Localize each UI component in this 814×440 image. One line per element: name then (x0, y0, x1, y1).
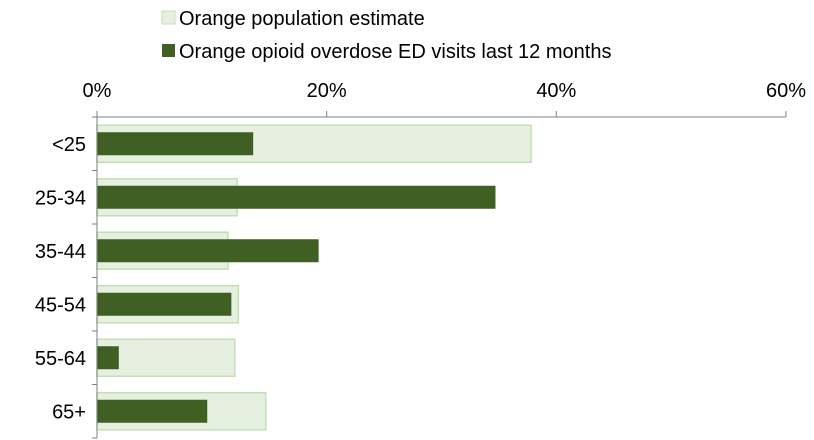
legend-swatch-ed-visits (162, 44, 175, 57)
x-tick-label: 60% (766, 80, 806, 102)
bar-ed-visits (97, 346, 119, 370)
legend-label-population: Orange population estimate (179, 8, 425, 30)
bar-ed-visits (97, 239, 319, 263)
legend-item-population: Orange population estimate (161, 8, 425, 30)
legend-item-ed-visits: Orange opioid overdose ED visits last 12… (162, 41, 611, 63)
bar-ed-visits (97, 185, 496, 209)
y-tick-label: <25 (52, 134, 86, 156)
bar-ed-visits (97, 132, 254, 156)
bar-ed-visits (97, 399, 208, 423)
x-axis: 0% 20% 40% 60% (83, 80, 806, 118)
y-tick-label: 45-54 (35, 294, 86, 316)
y-tick-label: 35-44 (35, 241, 86, 263)
x-tick-label: 40% (536, 80, 576, 102)
y-tick-label: 65+ (52, 401, 86, 423)
y-tick-label: 25-34 (35, 187, 86, 209)
x-tick-label: 0% (83, 80, 112, 102)
bar-ed-visits (97, 292, 232, 316)
y-tick-label: 55-64 (35, 348, 86, 370)
bars (96, 117, 532, 438)
legend-swatch-population (161, 10, 176, 25)
y-axis: <25 25-34 35-44 45-54 55-64 65+ (35, 116, 98, 439)
x-tick-label: 20% (307, 80, 347, 102)
legend: Orange population estimate Orange opioid… (161, 8, 611, 63)
legend-label-ed-visits: Orange opioid overdose ED visits last 12… (179, 41, 611, 63)
